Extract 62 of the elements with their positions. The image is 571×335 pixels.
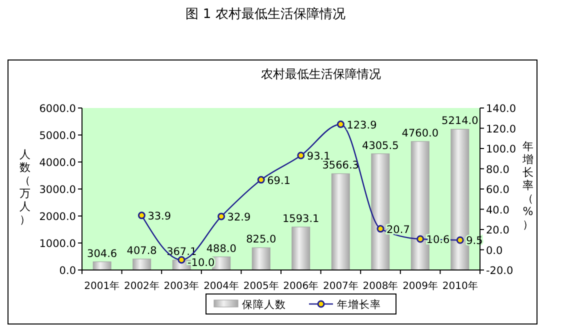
data-label: 407.8 (126, 244, 157, 257)
y2-tick-label: -20.0 (486, 265, 514, 277)
x-tick-label: 2005年 (243, 280, 279, 292)
data-label: 4760.0 (402, 127, 439, 140)
point (456, 236, 464, 244)
x-tick-label: 2002年 (124, 280, 160, 292)
y2-tick-label: 20.0 (486, 224, 510, 236)
y2-axis-title: 年增长率（%） (522, 140, 534, 231)
data-label: 69.1 (267, 174, 290, 187)
x-tick-label: 2001年 (84, 280, 120, 292)
point (257, 176, 265, 184)
y-tick-label: 5000.0 (39, 130, 76, 142)
data-label: 5214.0 (442, 115, 478, 128)
point (218, 212, 226, 220)
y-tick-label: 2000.0 (39, 211, 76, 223)
data-label: 304.6 (87, 248, 118, 260)
y2-tick-label: 80.0 (486, 164, 510, 176)
data-label: 488.0 (206, 242, 236, 255)
x-tick-label: 2004年 (204, 280, 240, 292)
y2-tick-label: 60.0 (486, 184, 510, 196)
data-label: 20.7 (386, 224, 410, 236)
legend-label: 保障人数 (242, 298, 286, 311)
y-tick-label: 1000.0 (39, 238, 76, 250)
y-axis-title: 人数（万人） (20, 148, 30, 226)
point (336, 120, 344, 128)
bar (92, 261, 112, 270)
bar (292, 226, 310, 270)
bar (252, 247, 270, 270)
y-tick-label: 4000.0 (39, 157, 76, 169)
data-label: 123.9 (346, 119, 377, 132)
y2-tick-label: 0.0 (486, 244, 503, 257)
caption: 图 1 农村最低生活保障情况 (186, 7, 346, 22)
data-label: -10.0 (188, 256, 215, 269)
x-tick-label: 2003年 (164, 280, 200, 292)
data-label: 4305.5 (362, 140, 399, 152)
x-tick-label: 2006年 (283, 280, 319, 292)
y2-tick-label: 40.0 (486, 204, 510, 216)
point (178, 256, 186, 264)
bar (132, 258, 152, 270)
y-tick-label: 3000.0 (39, 184, 76, 196)
y2-tick-label: 140.0 (486, 103, 516, 115)
data-label: 1593.1 (282, 212, 320, 225)
y-tick-label: 6000.0 (39, 103, 76, 115)
y-tick-label: 0.0 (59, 265, 76, 277)
point (416, 235, 424, 243)
point (376, 225, 384, 233)
y2-tick-label: 100.0 (486, 144, 516, 156)
data-label: 32.9 (227, 211, 251, 224)
bar (331, 173, 350, 270)
point (297, 152, 305, 160)
chart-title: 农村最低生活保障情况 (261, 67, 381, 81)
x-tick-label: 2009年 (402, 280, 438, 292)
x-tick-label: 2008年 (362, 280, 398, 292)
y2-tick-label: 120.0 (486, 123, 516, 136)
data-label: 33.9 (148, 210, 172, 222)
data-label: 825.0 (246, 234, 276, 246)
data-label: 3566.3 (322, 160, 360, 172)
legend-label: 年增长率 (337, 298, 381, 311)
x-tick-label: 2010年 (442, 280, 478, 292)
point (138, 212, 146, 220)
data-label: 93.1 (306, 150, 330, 162)
x-tick-label: 2007年 (322, 280, 358, 292)
